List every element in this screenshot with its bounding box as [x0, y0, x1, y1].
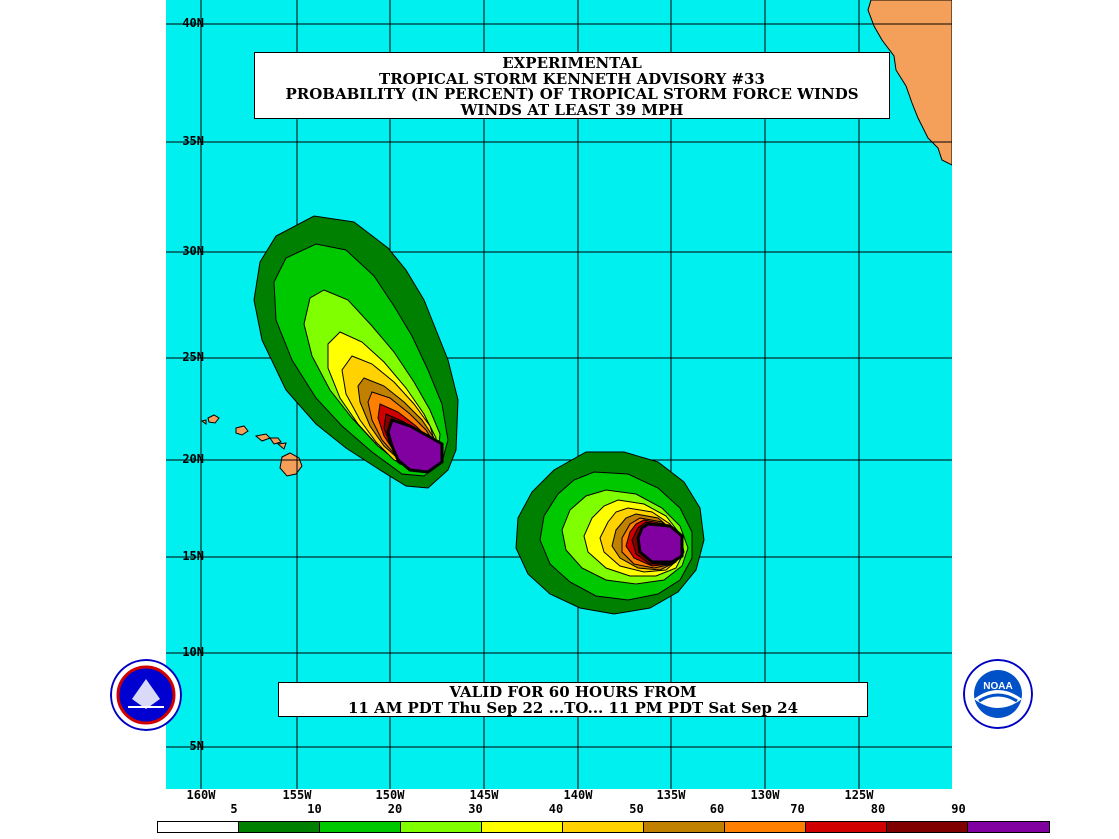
legend-swatch: [482, 822, 563, 832]
legend-swatch: [806, 822, 887, 832]
lon-label: 150W: [375, 788, 405, 802]
legend-label: 30: [468, 802, 483, 816]
svg-text:NOAA: NOAA: [983, 681, 1012, 692]
legend-swatch: [320, 822, 401, 832]
lon-label: 160W: [186, 788, 216, 802]
title-box: EXPERIMENTAL TROPICAL STORM KENNETH ADVI…: [254, 52, 890, 119]
lat-label: 30N: [182, 244, 204, 258]
title-line-1: EXPERIMENTAL: [502, 54, 642, 72]
legend-label: 60: [709, 802, 725, 816]
lat-label: 25N: [182, 350, 204, 364]
legend-label: 90: [951, 802, 966, 816]
title-line-2: TROPICAL STORM KENNETH ADVISORY #33: [379, 69, 765, 88]
valid-period-box: VALID FOR 60 HOURS FROM 11 AM PDT Thu Se…: [278, 682, 868, 717]
legend-label: 50: [629, 802, 644, 816]
legend-swatch: [401, 822, 482, 832]
legend-swatch: [887, 822, 968, 832]
storm-track-north: [253, 215, 459, 489]
legend-label: 40: [548, 802, 564, 816]
lon-label: 130W: [750, 788, 780, 802]
hawaiian-islands: [200, 414, 303, 477]
lat-label: 10N: [182, 645, 204, 659]
noaa-logo: NOAA: [963, 659, 1033, 729]
lat-label: 40N: [182, 16, 204, 30]
lat-lon-grid: [166, 0, 952, 789]
lat-label: 20N: [182, 452, 204, 466]
legend-label: 70: [790, 802, 805, 816]
lat-label: 15N: [182, 549, 204, 563]
lon-label: 145W: [469, 788, 499, 802]
lon-label: 135W: [656, 788, 686, 802]
legend-swatch: [239, 822, 320, 832]
lat-label: 35N: [182, 134, 204, 148]
legend-label: 80: [870, 802, 886, 816]
nws-logo: [110, 659, 182, 731]
legend-color-bar: [157, 821, 1050, 833]
north-america-land: [867, 0, 952, 166]
probability-map: [166, 0, 952, 789]
legend-swatch: [563, 822, 644, 832]
title-line-3: PROBABILITY (IN PERCENT) OF TROPICAL STO…: [285, 85, 859, 103]
legend-label: 5: [230, 802, 238, 816]
legend-swatch: [968, 822, 1049, 832]
valid-line-2: 11 AM PDT Thu Sep 22 ...TO... 11 PM PDT …: [347, 698, 799, 717]
valid-line-1: VALID FOR 60 HOURS FROM: [449, 683, 697, 701]
legend-swatch: [158, 822, 239, 832]
map-panel: [166, 0, 952, 789]
lat-label: 5N: [189, 739, 204, 753]
legend-swatch: [644, 822, 725, 832]
legend-label: 10: [307, 802, 322, 816]
lon-label: 125W: [844, 788, 874, 802]
legend-swatch: [725, 822, 806, 832]
lon-label: 155W: [282, 788, 312, 802]
legend-labels: 5 10 20 30 40 50 60 70 80 90: [0, 802, 1119, 818]
legend-label: 20: [387, 802, 403, 816]
lon-label: 140W: [563, 788, 593, 802]
title-line-4: WINDS AT LEAST 39 MPH: [460, 100, 684, 119]
storm-track-south: [515, 451, 705, 615]
